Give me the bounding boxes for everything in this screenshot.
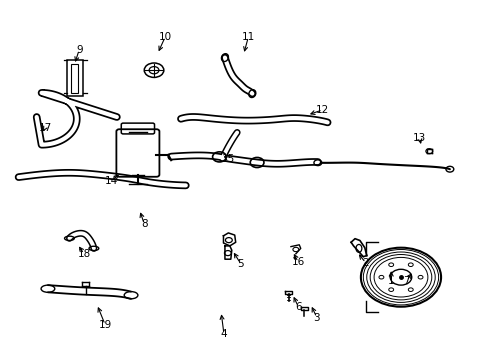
Text: 16: 16 — [291, 257, 305, 267]
Text: 5: 5 — [237, 258, 244, 269]
Text: 7: 7 — [403, 276, 409, 286]
Text: 10: 10 — [159, 32, 171, 42]
Text: 9: 9 — [76, 45, 82, 55]
Text: 2: 2 — [362, 258, 368, 268]
Text: 17: 17 — [38, 123, 52, 133]
Text: 19: 19 — [98, 320, 112, 330]
Text: 12: 12 — [315, 105, 329, 115]
Text: 6: 6 — [294, 302, 301, 312]
Text: 15: 15 — [222, 154, 235, 164]
Text: 8: 8 — [141, 219, 147, 229]
Text: 11: 11 — [241, 32, 255, 42]
Text: 4: 4 — [220, 329, 227, 339]
Text: 1: 1 — [387, 276, 394, 286]
Text: 3: 3 — [313, 312, 320, 323]
Text: 18: 18 — [77, 249, 91, 259]
Text: 14: 14 — [104, 176, 118, 186]
Bar — [71, 64, 78, 93]
Text: 13: 13 — [412, 132, 426, 143]
Bar — [67, 60, 83, 96]
